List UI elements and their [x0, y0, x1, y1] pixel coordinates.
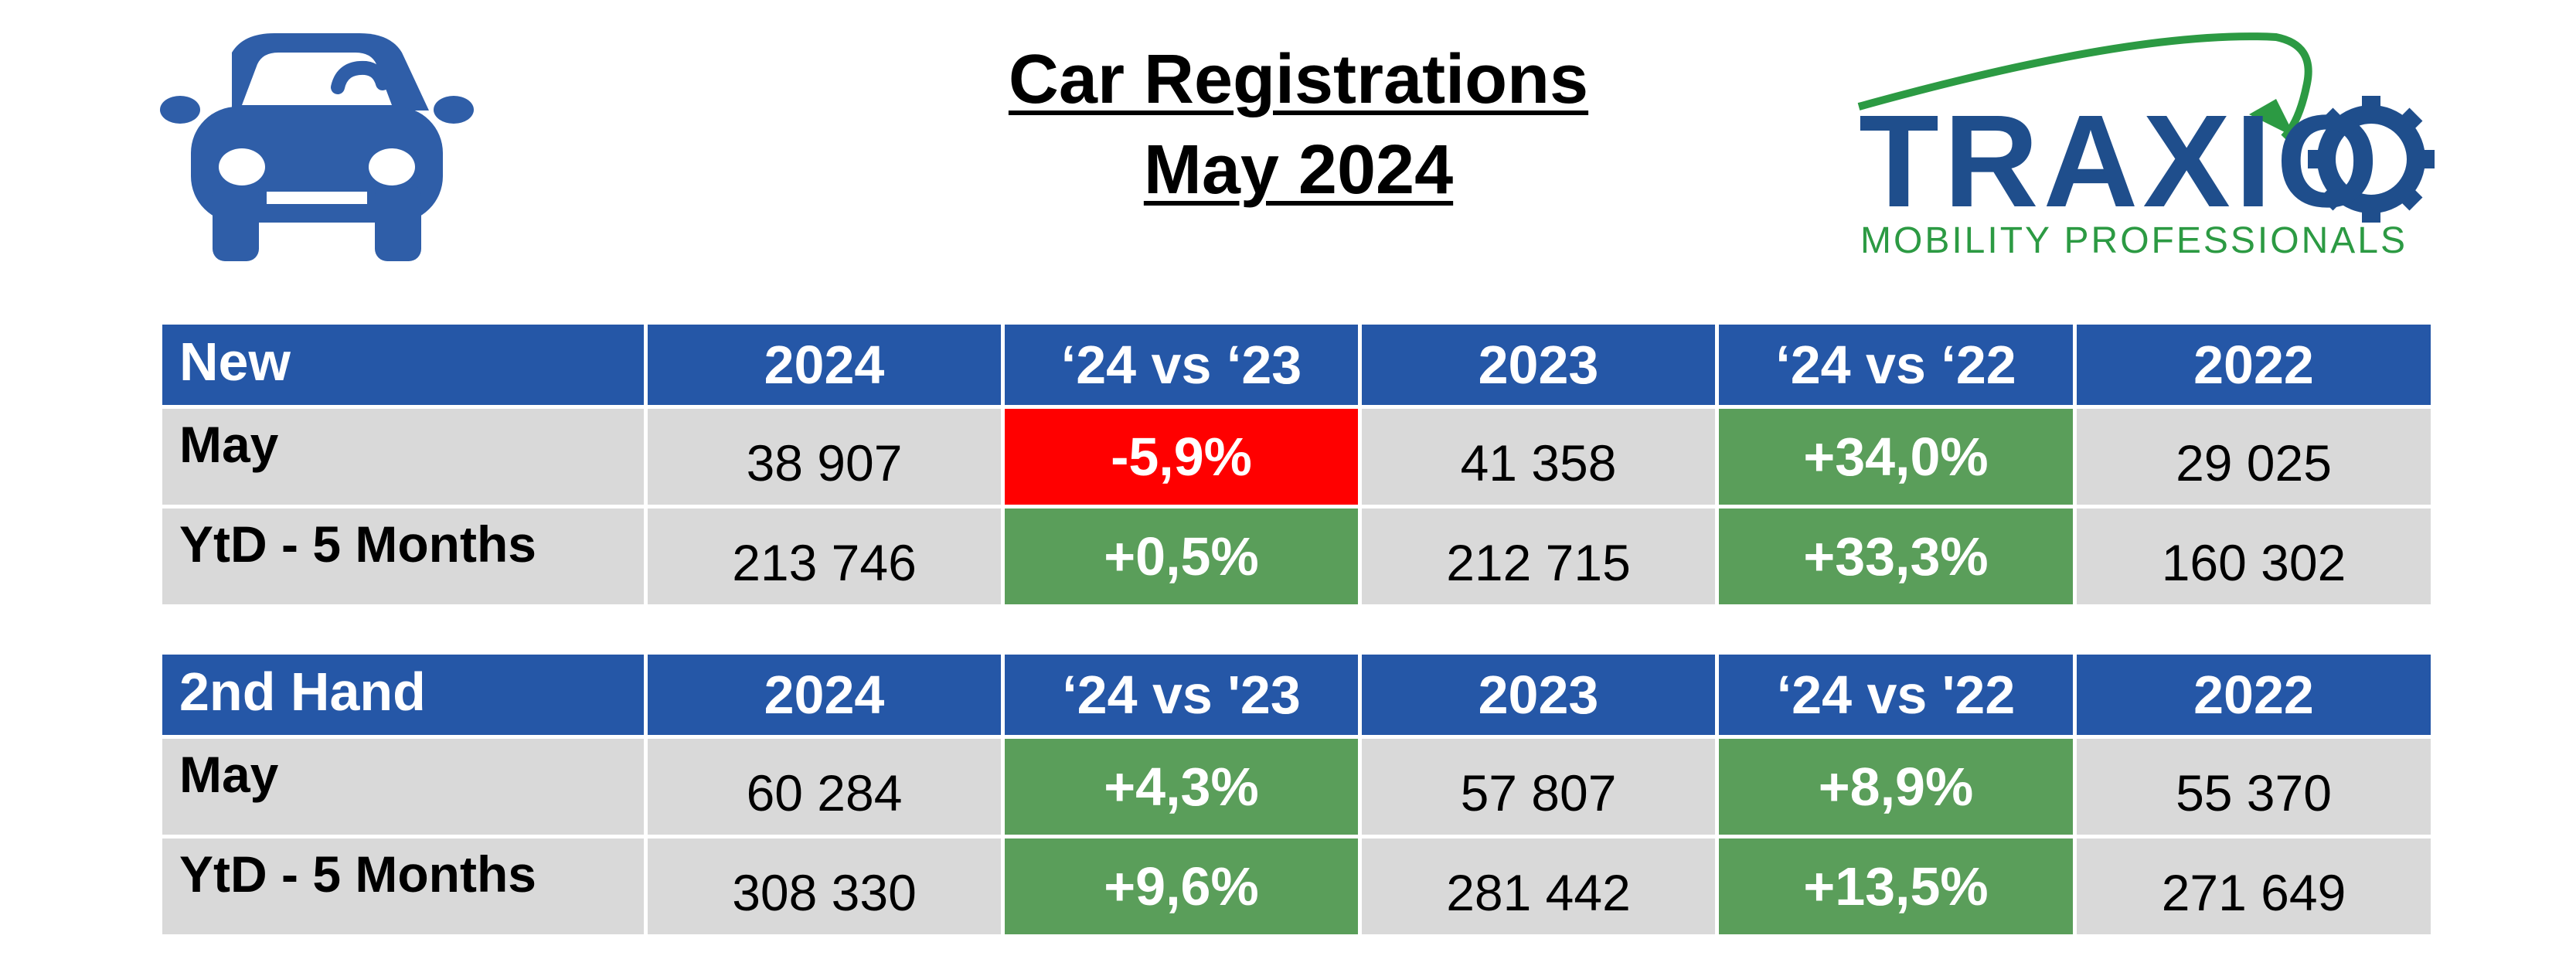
row-label: YtD - 5 Months: [158, 505, 648, 608]
row-label: YtD - 5 Months: [158, 835, 648, 938]
column-header: 2nd Hand: [158, 651, 648, 739]
value-cell: 38 907: [644, 405, 1005, 509]
car-icon: [160, 33, 474, 261]
column-header: 2022: [2073, 651, 2435, 739]
value-cell: 60 284: [644, 735, 1005, 838]
logo-wordmark: TRAXIO: [1859, 88, 2384, 235]
change-cell-positive: +13,5%: [1715, 835, 2077, 938]
page-title: Car Registrations May 2024: [773, 35, 1824, 216]
traxio-logo: TRAXIO MOBILITY PROFESSIONALS: [1843, 22, 2438, 269]
table-header-row: 2nd Hand 2024 ‘24 vs '23 2023 ‘24 vs '22…: [158, 651, 2435, 739]
value-cell: 213 746: [644, 505, 1005, 608]
change-cell-positive: +8,9%: [1715, 735, 2077, 838]
column-header: ‘24 vs ‘22: [1715, 321, 2077, 409]
column-header: 2023: [1358, 651, 1719, 739]
value-cell: 29 025: [2073, 405, 2435, 509]
column-header: ‘24 vs ‘23: [1001, 321, 1362, 409]
value-cell: 57 807: [1358, 735, 1719, 838]
row-label: May: [158, 405, 648, 509]
value-cell: 281 442: [1358, 835, 1719, 938]
change-cell-positive: +4,3%: [1001, 735, 1362, 838]
change-cell-positive: +33,3%: [1715, 505, 2077, 608]
value-cell: 271 649: [2073, 835, 2435, 938]
table-header-row: New 2024 ‘24 vs ‘23 2023 ‘24 vs ‘22 2022: [158, 321, 2435, 409]
table-row: May 60 284 +4,3% 57 807 +8,9% 55 370: [158, 735, 2435, 838]
column-header: 2024: [644, 651, 1005, 739]
table-row: May 38 907 -5,9% 41 358 +34,0% 29 025: [158, 405, 2435, 509]
gear-icon: [2308, 96, 2435, 223]
row-label: May: [158, 735, 648, 838]
logo-tagline: MOBILITY PROFESSIONALS: [1860, 220, 2408, 261]
column-header: 2023: [1358, 321, 1719, 409]
change-cell-positive: +0,5%: [1001, 505, 1362, 608]
column-header: ‘24 vs '23: [1001, 651, 1362, 739]
new-cars-table: New 2024 ‘24 vs ‘23 2023 ‘24 vs ‘22 2022…: [158, 321, 2435, 608]
column-header: ‘24 vs '22: [1715, 651, 2077, 739]
second-hand-cars-table: 2nd Hand 2024 ‘24 vs '23 2023 ‘24 vs '22…: [158, 651, 2435, 938]
column-header: 2022: [2073, 321, 2435, 409]
value-cell: 212 715: [1358, 505, 1719, 608]
value-cell: 160 302: [2073, 505, 2435, 608]
change-cell-positive: +34,0%: [1715, 405, 2077, 509]
logo-swoosh: [1857, 32, 2435, 223]
value-cell: 41 358: [1358, 405, 1719, 509]
column-header: 2024: [644, 321, 1005, 409]
value-cell: 308 330: [644, 835, 1005, 938]
value-cell: 55 370: [2073, 735, 2435, 838]
column-header: New: [158, 321, 648, 409]
table-row: YtD - 5 Months 308 330 +9,6% 281 442 +13…: [158, 835, 2435, 938]
title-line-1: Car Registrations: [1008, 41, 1589, 118]
change-cell-positive: +9,6%: [1001, 835, 1362, 938]
change-cell-negative: -5,9%: [1001, 405, 1362, 509]
title-line-2: May 2024: [1143, 131, 1454, 209]
table-row: YtD - 5 Months 213 746 +0,5% 212 715 +33…: [158, 505, 2435, 608]
